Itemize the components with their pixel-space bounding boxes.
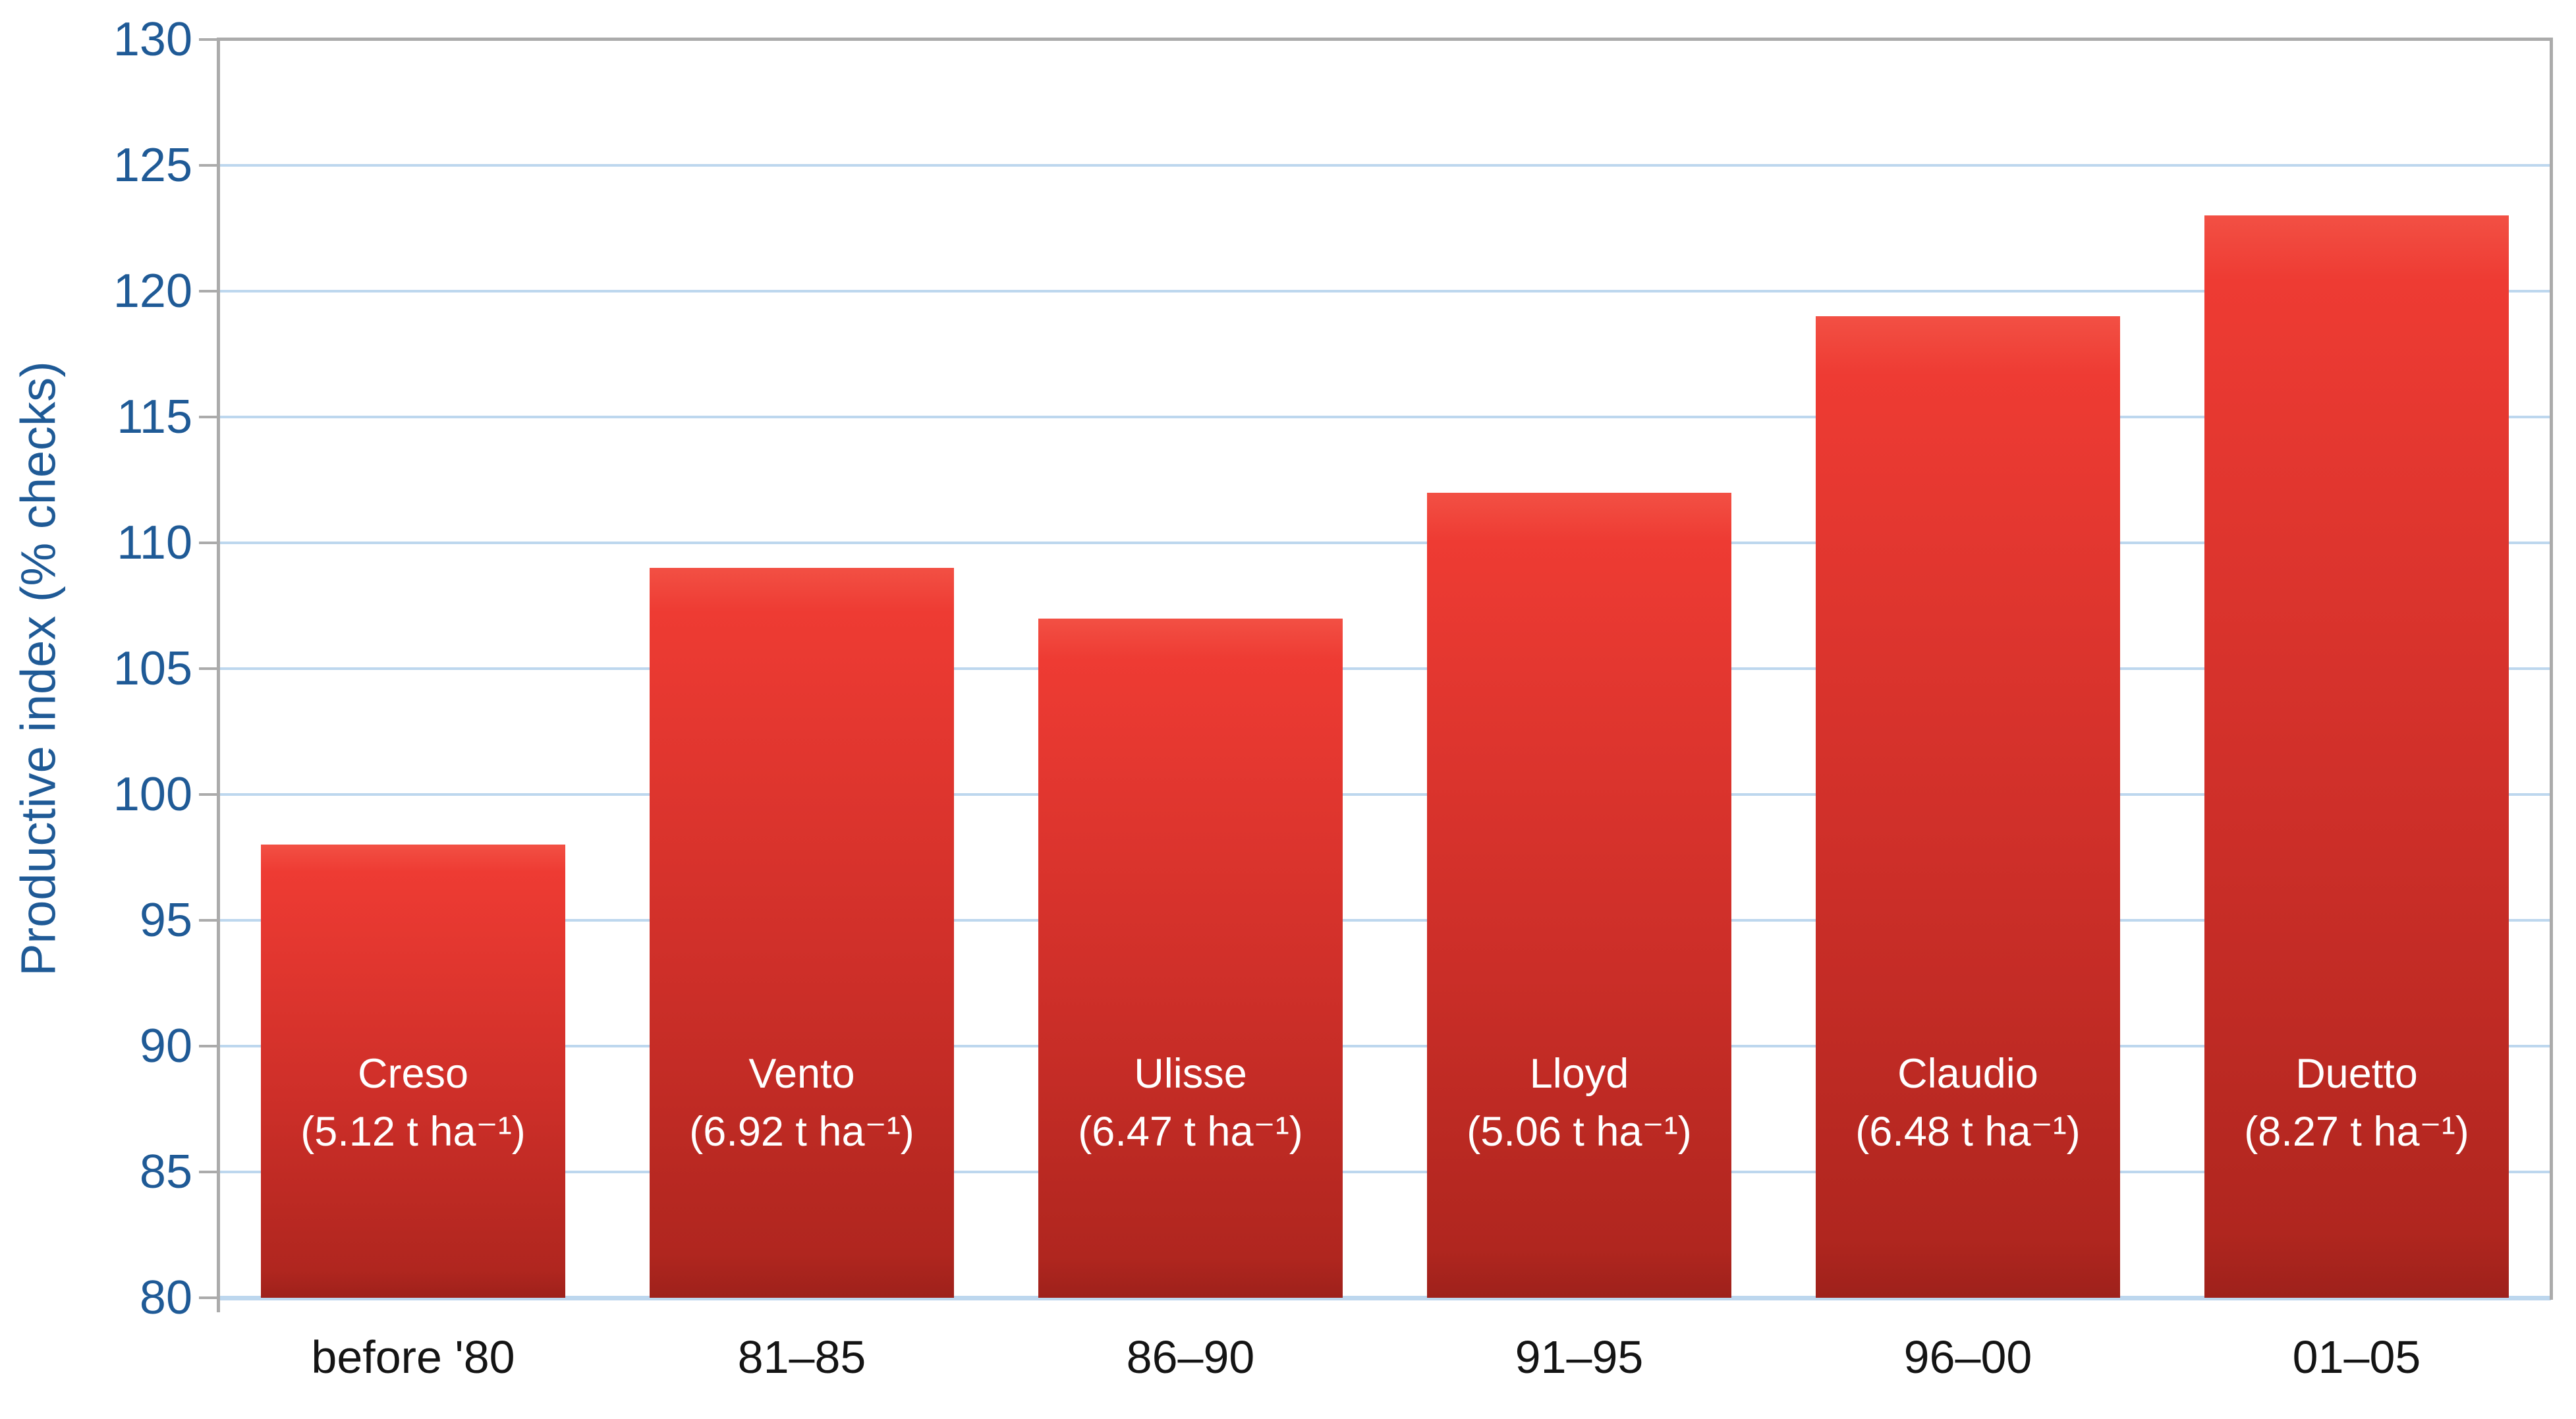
gridline-85	[219, 1171, 2551, 1173]
y-axis-tick-120	[199, 290, 219, 292]
gridline-105	[219, 667, 2551, 670]
gridline-90	[219, 1045, 2551, 1047]
bar-label-variety: Vento	[748, 1051, 855, 1097]
bar-lloyd	[1427, 492, 1731, 1298]
y-axis-line	[217, 38, 220, 1312]
x-axis-label-3: 91–95	[1515, 1331, 1644, 1383]
y-axis-label-90: 90	[139, 1020, 192, 1072]
bar-label-yield: (6.92 t ha⁻¹)	[689, 1109, 914, 1155]
plot-right-border	[2550, 38, 2553, 1300]
y-axis-label-85: 85	[139, 1146, 192, 1198]
y-axis-label-120: 120	[113, 265, 192, 318]
bar-ulisse	[1038, 618, 1343, 1298]
x-axis-label-0: before '80	[311, 1331, 515, 1383]
y-axis-label-125: 125	[113, 139, 192, 192]
y-axis-tick-100	[199, 793, 219, 796]
bar-label-creso: Creso (5.12 t ha⁻¹)	[219, 1045, 607, 1161]
bar-label-yield: (8.27 t ha⁻¹)	[2244, 1109, 2469, 1155]
bar-label-vento: Vento (6.92 t ha⁻¹)	[607, 1045, 996, 1161]
bar-label-duetto: Duetto (8.27 t ha⁻¹)	[2162, 1045, 2551, 1161]
y-axis-label-110: 110	[117, 516, 192, 569]
bar-label-variety: Creso	[357, 1051, 469, 1097]
x-axis-label-1: 81–85	[737, 1331, 866, 1383]
bar-creso	[261, 845, 565, 1298]
bar-label-variety: Lloyd	[1529, 1051, 1629, 1097]
x-axis-label-4: 96–00	[1903, 1331, 2032, 1383]
y-axis-tick-90	[199, 1045, 219, 1047]
y-axis-tick-125	[199, 164, 219, 167]
x-axis-label-5: 01–05	[2292, 1331, 2421, 1383]
y-axis-label-80: 80	[139, 1271, 192, 1324]
x-axis-label-2: 86–90	[1126, 1331, 1255, 1383]
gridline-115	[219, 416, 2551, 418]
y-axis-tick-115	[199, 416, 219, 418]
bar-label-yield: (5.06 t ha⁻¹)	[1467, 1109, 1692, 1155]
y-axis-label-95: 95	[139, 894, 192, 947]
bar-claudio	[1816, 316, 2120, 1298]
gridline-120	[219, 290, 2551, 292]
gridline-125	[219, 164, 2551, 167]
bar-label-ulisse: Ulisse (6.47 t ha⁻¹)	[996, 1045, 1385, 1161]
bar-label-lloyd: Lloyd (5.06 t ha⁻¹)	[1385, 1045, 1774, 1161]
y-axis-tick-85	[199, 1171, 219, 1173]
bar-label-variety: Duetto	[2295, 1051, 2418, 1097]
y-axis-tick-95	[199, 919, 219, 922]
y-axis-label-105: 105	[113, 642, 192, 695]
y-axis-label-100: 100	[113, 768, 192, 821]
bar-label-yield: (5.12 t ha⁻¹)	[300, 1109, 526, 1155]
y-axis-label-130: 130	[113, 13, 192, 66]
y-axis-tick-130	[199, 38, 219, 41]
bar-label-variety: Ulisse	[1134, 1051, 1247, 1097]
gridline-95	[219, 919, 2551, 922]
y-axis-tick-110	[199, 542, 219, 544]
bar-label-variety: Claudio	[1897, 1051, 2038, 1097]
gridline-110	[219, 542, 2551, 544]
y-axis-tick-105	[199, 667, 219, 670]
plot-top-border	[217, 38, 2553, 41]
bar-label-yield: (6.48 t ha⁻¹)	[1855, 1109, 2081, 1155]
y-axis-tick-80	[199, 1296, 219, 1299]
x-axis-line	[219, 1296, 2551, 1300]
gridline-100	[219, 793, 2551, 796]
y-axis-label-115: 115	[117, 391, 192, 443]
bar-duetto	[2204, 215, 2509, 1298]
bar-vento	[650, 568, 954, 1298]
bar-label-yield: (6.47 t ha⁻¹)	[1078, 1109, 1303, 1155]
bar-label-claudio: Claudio (6.48 t ha⁻¹)	[1774, 1045, 2162, 1161]
